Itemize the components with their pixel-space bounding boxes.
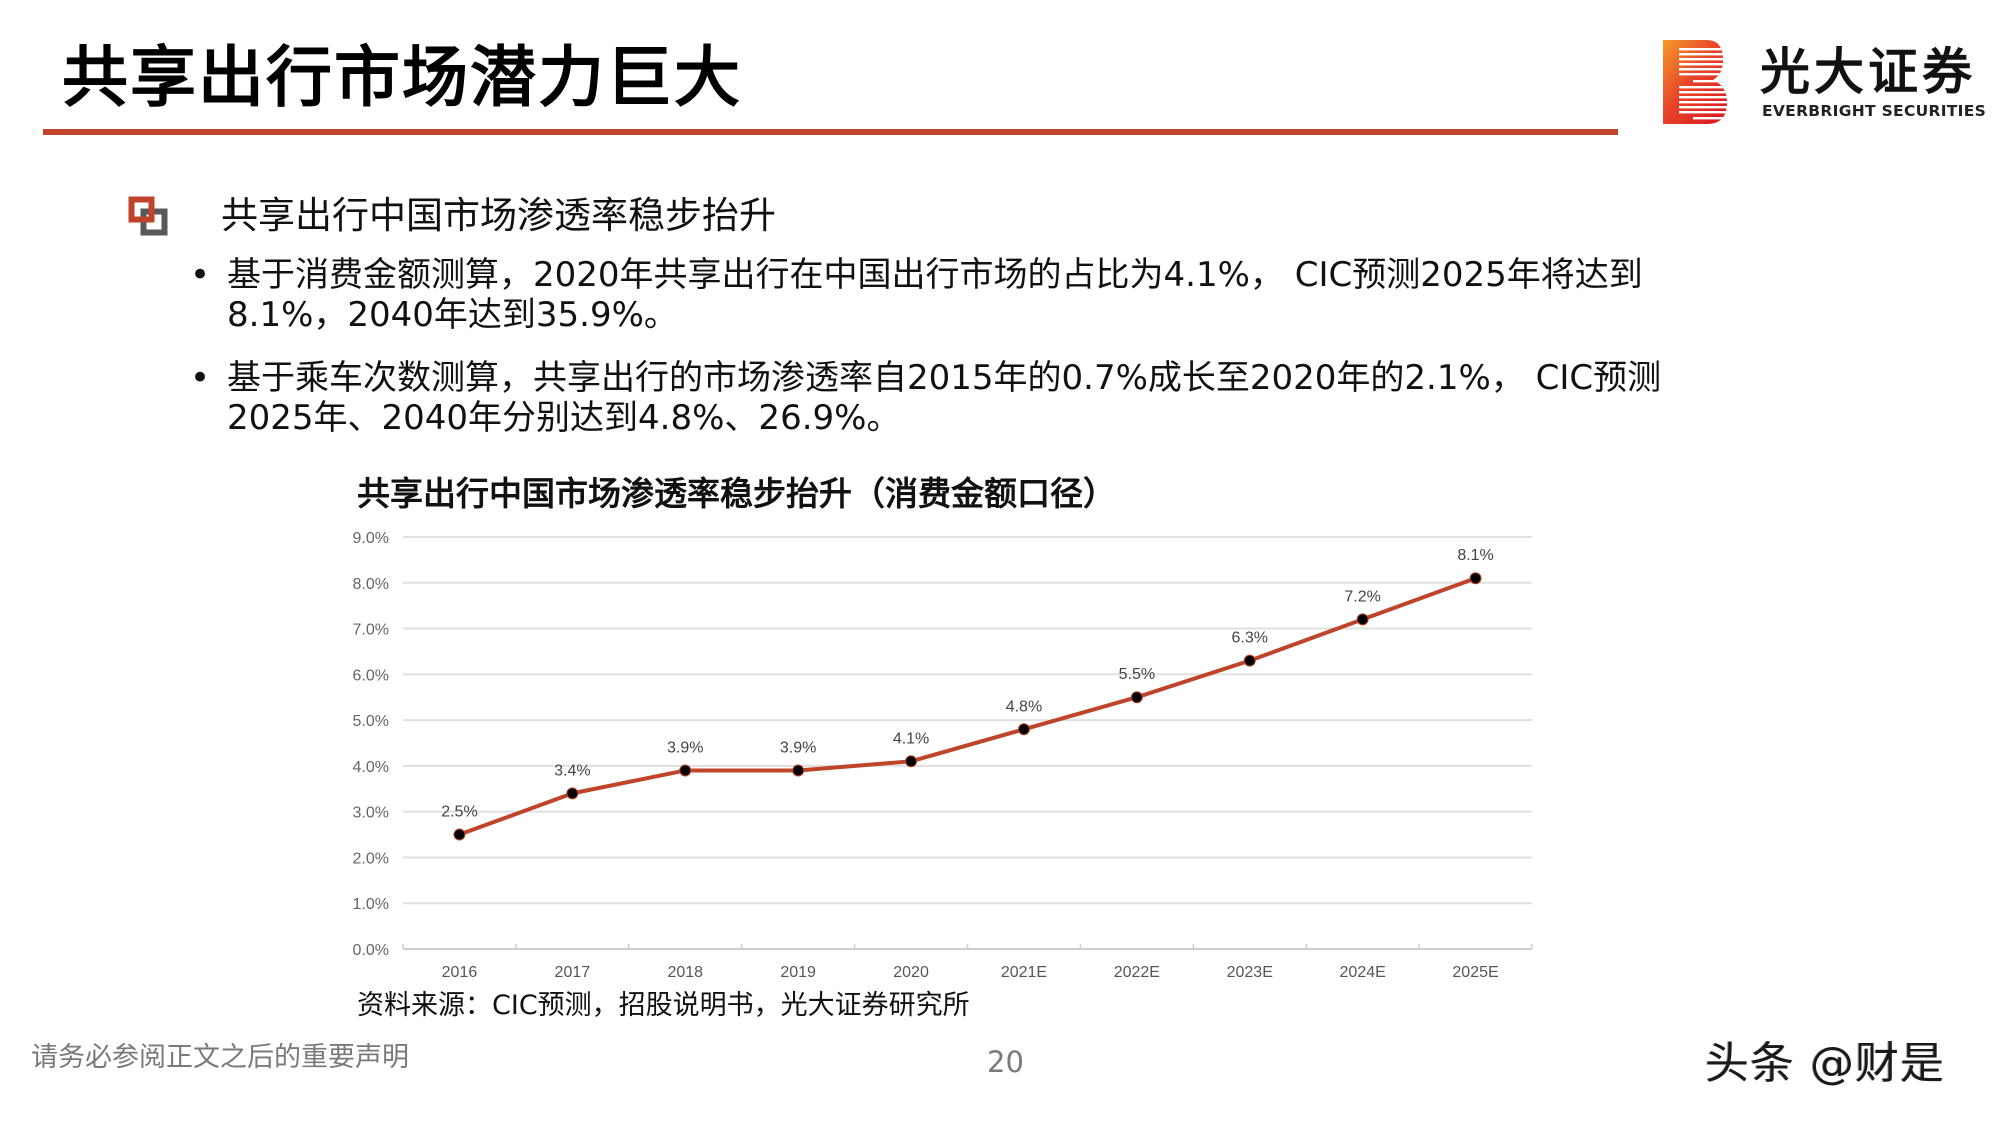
data-label: 7.2% [1344, 588, 1380, 605]
data-point-marker [905, 755, 918, 768]
data-point-marker [792, 764, 805, 777]
data-point-marker [1130, 691, 1143, 704]
data-line [458, 576, 1477, 837]
x-tick-label: 2016 [442, 964, 478, 981]
x-tick-label: 2022E [1114, 964, 1160, 981]
bullet-item: • 基于消费金额测算，2020年共享出行在中国出行市场的占比为4.1%， CIC… [190, 255, 1790, 335]
disclaimer-text: 请务必参阅正文之后的重要声明 [31, 1042, 409, 1073]
source-note: 资料来源：CIC预测，招股说明书，光大证券研究所 [357, 990, 970, 1021]
chart-title: 共享出行中国市场渗透率稳步抬升（消费金额口径） [357, 474, 1116, 513]
data-label: 3.9% [667, 739, 703, 756]
x-tick-label: 2025E [1452, 964, 1498, 981]
y-tick-label: 6.0% [353, 667, 389, 684]
data-point-marker [566, 787, 579, 800]
data-label: 3.9% [780, 739, 816, 756]
data-point-marker [1356, 613, 1369, 626]
data-point-marker [1243, 654, 1256, 667]
x-tick-label: 2018 [667, 964, 703, 981]
title-divider [43, 129, 1618, 135]
y-tick-label: 5.0% [353, 713, 389, 730]
y-tick-label: 9.0% [353, 530, 389, 547]
data-point-marker [1469, 572, 1482, 585]
y-tick-label: 7.0% [353, 622, 389, 639]
watermark-text: 头条 @财是 [1705, 1038, 1945, 1089]
data-label: 6.3% [1232, 630, 1268, 647]
everbright-b-logo-icon [1663, 40, 1727, 124]
bullet-marker: • [190, 358, 211, 398]
x-tick-label: 2020 [893, 964, 929, 981]
data-label: 4.1% [893, 730, 929, 747]
data-label: 2.5% [441, 804, 477, 821]
bullet-text-line: 基于消费金额测算，2020年共享出行在中国出行市场的占比为4.1%， CIC预测… [227, 255, 1643, 295]
slide-title: 共享出行市场潜力巨大 [62, 39, 742, 116]
bullet-text-line: 基于乘车次数测算，共享出行的市场渗透率自2015年的0.7%成长至2020年的2… [227, 358, 1662, 398]
brand-name-en: EVERBRIGHT SECURITIES [1762, 102, 1987, 120]
brand-name-cn: 光大证券 [1760, 43, 1976, 101]
y-tick-label: 1.0% [353, 896, 389, 913]
x-tick-label: 2017 [555, 964, 591, 981]
data-label: 8.1% [1457, 547, 1493, 564]
data-point-marker [679, 764, 692, 777]
x-tick-label: 2019 [780, 964, 816, 981]
section-heading: 共享出行中国市场渗透率稳步抬升 [221, 194, 776, 237]
x-tick-label: 2021E [1001, 964, 1047, 981]
bullet-text-line: 8.1%，2040年达到35.9%。 [227, 295, 678, 335]
page-number: 20 [987, 1045, 1024, 1079]
bullet-item: • 基于乘车次数测算，共享出行的市场渗透率自2015年的0.7%成长至2020年… [190, 358, 1790, 438]
data-label: 4.8% [1006, 698, 1042, 715]
bullet-list: • 基于消费金额测算，2020年共享出行在中国出行市场的占比为4.1%， CIC… [190, 255, 1790, 461]
data-label: 5.5% [1119, 666, 1155, 683]
data-label: 3.4% [554, 762, 590, 779]
bullet-text-line: 2025年、2040年分别达到4.8%、26.9%。 [227, 398, 901, 438]
x-tick-label: 2023E [1227, 964, 1273, 981]
overlapping-squares-icon [128, 196, 168, 236]
y-tick-label: 4.0% [353, 759, 389, 776]
y-tick-label: 2.0% [353, 850, 389, 867]
x-tick-label: 2024E [1340, 964, 1386, 981]
data-point-marker [1017, 723, 1030, 736]
data-point-marker [453, 828, 466, 841]
y-tick-label: 0.0% [353, 942, 389, 959]
bullet-marker: • [190, 255, 211, 295]
y-tick-label: 3.0% [353, 805, 389, 822]
y-tick-label: 8.0% [353, 576, 389, 593]
